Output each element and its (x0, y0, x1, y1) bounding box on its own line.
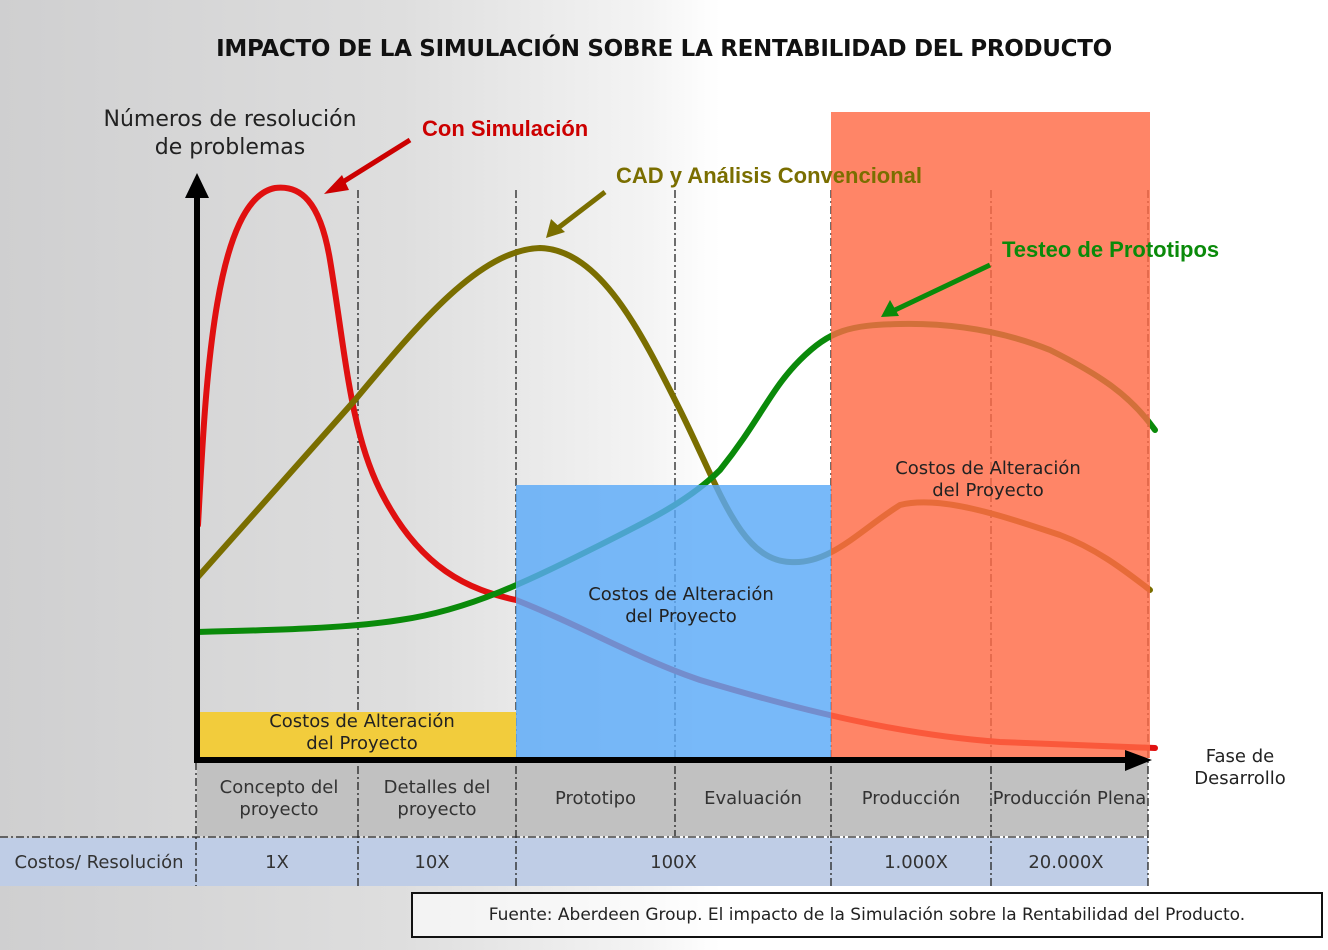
series-label-cad: CAD y Análisis Convencional (616, 163, 923, 188)
cost-box-label: Costos de Alteración del Proyecto (588, 584, 774, 627)
cost-row-label: Costos/ Resolución (14, 851, 184, 873)
y-axis-arrow-icon (185, 173, 209, 198)
x-axis-arrow-icon (1125, 750, 1152, 771)
cost-value: 1.000X (884, 851, 948, 873)
cost-box-blue (516, 485, 831, 758)
phase-evaluacion: Evaluación (704, 788, 802, 809)
arrowhead-icon (881, 300, 899, 317)
phase-produccion-plena: Producción Plena (992, 788, 1147, 809)
chart-title: IMPACTO DE LA SIMULACIÓN SOBRE LA RENTAB… (216, 36, 1112, 62)
series-label-con-simulacion: Con Simulación (422, 116, 589, 141)
cost-box-label: Costos de Alteración del Proyecto (269, 711, 455, 754)
cost-row (0, 838, 1148, 886)
cost-box-yellow (200, 712, 516, 758)
arrow-testeo (893, 262, 992, 313)
x-axis-label: Fase de Desarrollo (1194, 746, 1286, 789)
phase-concepto: Concepto del proyecto (219, 777, 339, 820)
cost-box-label: Costos de Alteración del Proyecto (895, 458, 1081, 501)
source-note: Fuente: Aberdeen Group. El impacto de la… (411, 892, 1323, 938)
cost-value: 100X (650, 851, 697, 873)
arrow-con-simulacion (336, 137, 412, 188)
cost-value: 20.000X (1028, 851, 1104, 873)
arrowhead-icon (546, 219, 565, 238)
cost-value: 10X (414, 851, 450, 873)
arrowhead-icon (324, 175, 349, 194)
phase-detalles: Detalles del proyecto (383, 777, 491, 820)
cost-value: 1X (265, 851, 289, 873)
phase-produccion: Producción (861, 788, 961, 809)
phase-row (197, 762, 1148, 836)
cost-box-red (831, 112, 1150, 758)
arrow-cad (556, 190, 607, 230)
series-label-testeo: Testeo de Prototipos (1002, 237, 1220, 262)
y-axis-label: Números de resolución de problemas (103, 107, 357, 160)
phase-prototipo: Prototipo (554, 788, 637, 809)
